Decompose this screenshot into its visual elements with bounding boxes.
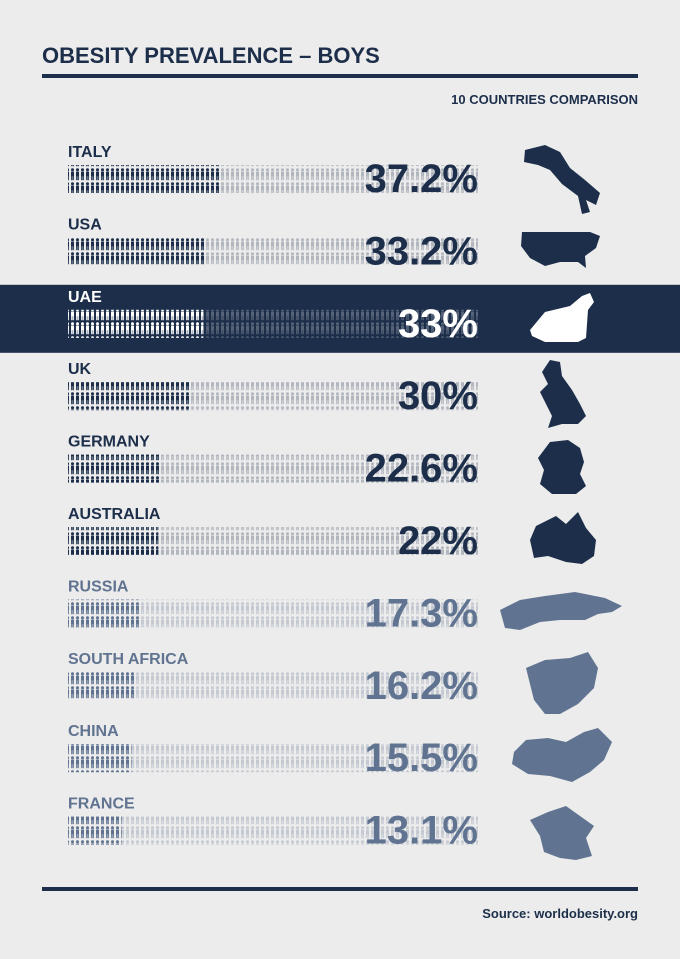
subtitle: 10 COUNTRIES COMPARISON (451, 92, 638, 107)
bar (68, 527, 159, 555)
source: Source: worldobesity.org (482, 906, 638, 921)
country-map (530, 806, 594, 860)
bar (68, 454, 161, 483)
bar (68, 671, 135, 700)
country-map (538, 440, 586, 494)
bar-track (68, 744, 478, 773)
country-map (530, 512, 596, 564)
category-label: CHINA (68, 723, 119, 740)
category-label: UK (68, 361, 92, 378)
category-label: AUSTRALIA (68, 506, 161, 523)
category-label: USA (68, 216, 102, 233)
country-map (500, 592, 622, 630)
chart-title: OBESITY PREVALENCE – BOYS (42, 43, 380, 68)
category-label: RUSSIA (68, 578, 129, 595)
title-rule (42, 74, 638, 78)
bar-track (68, 816, 478, 845)
value-label: 22.6% (365, 447, 478, 491)
country-map (540, 360, 586, 428)
footer-rule (42, 887, 638, 891)
value-label: 16.2% (365, 664, 478, 708)
country-map (530, 293, 594, 342)
country-map (512, 728, 612, 782)
value-label: 30% (398, 374, 478, 418)
bar (68, 599, 139, 628)
category-label: FRANCE (68, 796, 135, 813)
value-label: 13.1% (365, 809, 478, 853)
value-label: 15.5% (365, 736, 478, 780)
category-label: ITALY (68, 144, 112, 161)
value-label: 22% (398, 519, 478, 563)
value-label: 33.2% (365, 229, 478, 273)
bar (68, 237, 205, 266)
bar (68, 309, 204, 338)
category-label: SOUTH AFRICA (68, 651, 189, 668)
value-label: 33% (398, 302, 478, 346)
country-maps (500, 145, 622, 860)
bar (68, 816, 122, 845)
country-map (524, 145, 600, 214)
bar (68, 165, 221, 193)
value-label: 37.2% (365, 157, 478, 201)
country-map (526, 652, 598, 714)
bar (68, 744, 132, 773)
category-label: GERMANY (68, 434, 150, 451)
category-label: UAE (68, 289, 102, 306)
bar (68, 382, 191, 411)
bar-track (68, 671, 478, 700)
country-map (521, 232, 600, 268)
value-label: 17.3% (365, 591, 478, 635)
